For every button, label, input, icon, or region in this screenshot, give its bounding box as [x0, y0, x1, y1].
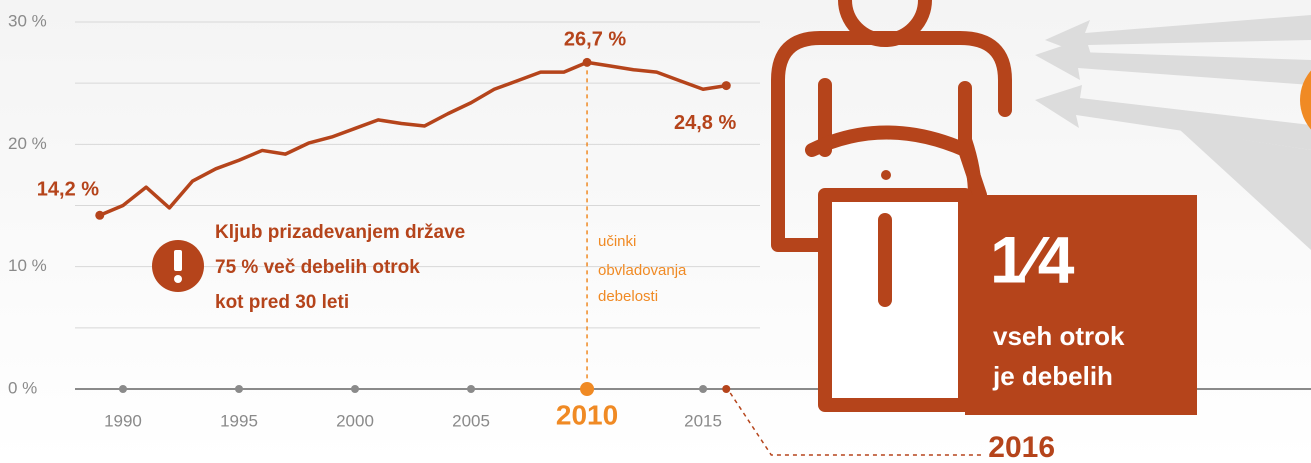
warning-text: kot pred 30 leti — [215, 292, 349, 313]
x-tick-mark — [234, 385, 243, 393]
x-tick-mark — [699, 385, 708, 393]
x-tick-label: 1990 — [104, 411, 142, 430]
data-point — [721, 81, 731, 91]
data-line — [99, 60, 727, 217]
circle-decoration — [1300, 70, 1311, 130]
arrow — [1180, 130, 1311, 250]
warning-bar — [174, 250, 182, 271]
plot: 0 % 10 % 20 % 30 % 1990 1995 2000 2005 2010 2015 2… — [8, 11, 1311, 463]
data-point — [95, 210, 105, 220]
arrow — [1035, 85, 1311, 150]
data-point — [582, 57, 592, 67]
value-label: 26,7 % — [564, 29, 626, 51]
value-label: 24,8 % — [674, 112, 736, 134]
note-text: obvladovanja — [598, 262, 687, 279]
x-tick-label: 2005 — [452, 411, 490, 430]
value-label: 14,2 % — [37, 179, 99, 201]
x-tick-mark — [118, 385, 127, 393]
x-end-marker — [722, 385, 731, 393]
x-tick-mark — [580, 382, 595, 396]
x-tick-label: 1995 — [220, 411, 258, 430]
belly — [805, 125, 987, 202]
child-figure — [771, 0, 1012, 412]
warning-text: Kljub prizadevanjem države — [215, 222, 465, 243]
x-tick-label: 2000 — [336, 411, 374, 430]
warning-icon — [152, 240, 204, 292]
arrow — [1045, 15, 1311, 58]
y-tick-label: 30 % — [8, 11, 47, 30]
x-tick-mark — [351, 385, 360, 393]
note-text: debelosti — [598, 288, 658, 305]
y-tick-label: 0 % — [8, 378, 37, 397]
callout-fraction: 1⁄4 — [990, 222, 1075, 296]
pants — [818, 188, 972, 412]
x-tick-label: 2010 — [556, 399, 618, 430]
leader-line — [729, 392, 982, 456]
note-text: učinki — [598, 233, 636, 250]
year-label: 2016 — [988, 431, 1055, 463]
y-tick-label: 10 % — [8, 256, 47, 275]
callout-text: vseh otrok — [993, 321, 1125, 351]
warning-text: 75 % več debelih otrok — [215, 257, 420, 278]
x-tick-mark — [467, 385, 476, 393]
arrow — [1035, 40, 1311, 85]
navel — [881, 170, 891, 180]
callout-text: je debelih — [992, 361, 1113, 391]
callout-box — [965, 195, 1197, 415]
y-tick-label: 20 % — [8, 134, 47, 153]
warning-dot — [174, 275, 182, 283]
x-tick-label: 2015 — [684, 411, 722, 430]
arrows — [1035, 15, 1311, 250]
